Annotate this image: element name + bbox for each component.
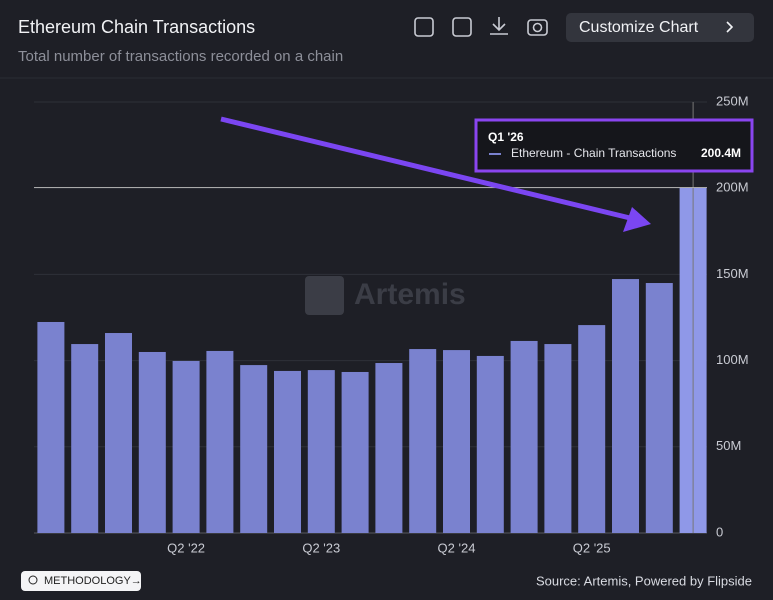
bar [274, 370, 301, 533]
bar [138, 351, 166, 533]
bar [612, 279, 639, 533]
bar [71, 344, 99, 533]
watermark: Artemis [354, 278, 466, 311]
bar [476, 355, 504, 533]
x-tick-label: Q2 '22 [167, 540, 205, 555]
y-tick-label: 250M [716, 93, 749, 108]
bar [645, 283, 673, 533]
y-tick-label: 200M [716, 180, 749, 195]
bar [510, 340, 538, 533]
bar [307, 370, 335, 533]
source: Source: Artemis, Powered by Flipside [536, 573, 752, 588]
bar [544, 344, 572, 533]
tooltip-title: Q1 '26 [488, 130, 524, 144]
customize-button-label[interactable]: Customize Chart [579, 19, 699, 36]
methodology-button[interactable] [21, 571, 141, 591]
methodology-label[interactable]: METHODOLOGY→ [44, 575, 142, 587]
tooltip-series: Ethereum - Chain Transactions [511, 146, 676, 160]
watermark-logo [305, 276, 344, 315]
x-tick-label: Q2 '25 [573, 540, 611, 555]
chart-title: Ethereum Chain Transactions [18, 17, 255, 37]
bar [443, 350, 470, 533]
annotation-arrow [220, 116, 631, 221]
y-tick-label: 150M [716, 266, 749, 281]
tooltip-value: 200.4M [701, 146, 741, 160]
y-tick-label: 50M [716, 438, 741, 453]
bar [105, 333, 132, 533]
customize-button[interactable] [566, 13, 754, 42]
bar [409, 349, 437, 533]
bar [341, 371, 369, 533]
tooltip [474, 118, 754, 173]
x-tick-label: Q2 '24 [438, 540, 476, 555]
bulb-icon [28, 575, 38, 585]
bar [578, 325, 606, 533]
bar [240, 365, 268, 533]
y-tick-label: 100M [716, 352, 749, 367]
chevron [726, 21, 734, 33]
bar [375, 363, 403, 533]
chart-subtitle: Total number of transactions recorded on… [18, 48, 343, 65]
bar [206, 350, 234, 533]
bar [37, 321, 65, 533]
y-tick-label: 0 [716, 524, 723, 539]
x-tick-label: Q2 '23 [302, 540, 340, 555]
bar [172, 360, 200, 533]
toolbar-icons[interactable] [414, 17, 548, 37]
annotation-arrowhead [623, 207, 651, 232]
